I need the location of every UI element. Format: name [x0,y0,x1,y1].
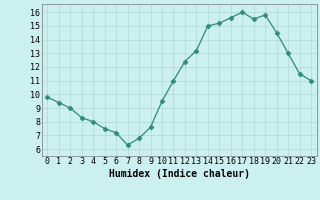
X-axis label: Humidex (Indice chaleur): Humidex (Indice chaleur) [109,169,250,179]
